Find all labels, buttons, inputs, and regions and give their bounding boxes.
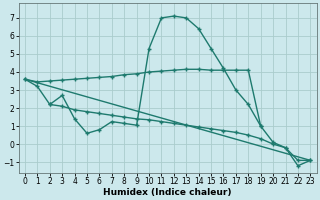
X-axis label: Humidex (Indice chaleur): Humidex (Indice chaleur)	[103, 188, 232, 197]
